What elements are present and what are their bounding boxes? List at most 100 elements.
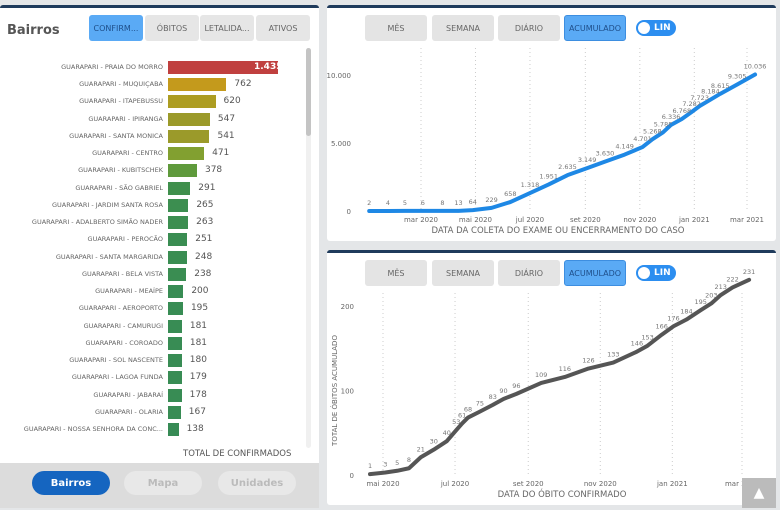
bar[interactable]	[168, 250, 187, 264]
bar-label: GUARAPARI - MUQUIÇABA	[79, 80, 163, 89]
semana-button[interactable]: SEMANA	[432, 15, 494, 41]
x-axis-label: TOTAL DE CONFIRMADOS	[183, 449, 292, 459]
data-point	[719, 293, 723, 297]
diario-button[interactable]: DIÁRIO	[498, 260, 560, 286]
bar[interactable]	[168, 181, 191, 195]
series-line	[367, 72, 758, 213]
bar[interactable]	[168, 267, 187, 281]
bar[interactable]	[168, 405, 181, 419]
acumulado-button[interactable]: ACUMULADO	[564, 260, 626, 286]
data-label: 658	[504, 190, 516, 198]
bar[interactable]	[168, 78, 227, 92]
bar-label: GUARAPARI - KUBITSCHEK	[78, 166, 163, 175]
data-label: 153	[641, 334, 653, 342]
data-point	[419, 455, 423, 459]
bar[interactable]	[168, 164, 197, 178]
bar[interactable]	[168, 336, 182, 350]
bairros-panel: Bairros CONFIRM... ÓBITOS LETALIDA... AT…	[0, 5, 319, 508]
bar-label: GUARAPARI - COROADO	[85, 338, 163, 347]
bar[interactable]	[168, 198, 189, 212]
data-label: 1.318	[521, 181, 540, 189]
obitos-line-chart: mai 2020 jul 2020 set 2020 nov 2020 jan 2021…	[330, 268, 759, 500]
bar[interactable]	[168, 319, 182, 333]
tab-confirmados[interactable]: CONFIRM...	[89, 15, 143, 41]
bar[interactable]	[168, 112, 210, 126]
bar-value-label: 138	[186, 424, 204, 435]
x-axis-title: DATA DA COLETA DO EXAME OU ENCERRAMENTO …	[432, 226, 685, 236]
data-point	[547, 182, 551, 186]
bar[interactable]	[168, 216, 189, 230]
bar[interactable]	[168, 285, 184, 299]
data-label: 21	[417, 445, 425, 453]
bar[interactable]	[168, 354, 182, 368]
data-label: 203	[705, 291, 717, 299]
x-tick-label: jan 2021	[656, 480, 688, 488]
x-axis-title: DATA DO ÓBITO CONFIRMADO	[498, 488, 627, 500]
acumulado-button[interactable]: ACUMULADO	[564, 15, 626, 41]
data-label: 75	[476, 400, 484, 408]
data-point	[454, 428, 458, 432]
data-point	[735, 82, 739, 86]
data-label: 68	[464, 406, 472, 414]
data-point	[753, 73, 757, 77]
data-label: 5	[395, 459, 399, 467]
x-tick-label: mai 2020	[366, 480, 399, 488]
bar-value-label: 471	[212, 148, 230, 159]
data-label: 126	[582, 357, 594, 365]
scroll-to-top-button[interactable]: ▲	[742, 478, 776, 508]
mes-button[interactable]: MÊS	[365, 260, 427, 286]
data-label: 8	[440, 199, 444, 207]
data-label: 13	[454, 199, 462, 207]
bar-value-label: 181	[189, 320, 208, 331]
bar[interactable]	[168, 302, 183, 316]
data-point	[718, 92, 722, 96]
bar[interactable]	[168, 147, 205, 161]
nav-mapa-button[interactable]: Mapa	[124, 471, 202, 495]
toggle-knob	[638, 267, 650, 279]
bar-value-label: 251	[195, 234, 213, 245]
lin-toggle[interactable]: LIN	[636, 265, 676, 281]
scrollbar[interactable]	[306, 48, 311, 448]
data-label: 30	[430, 438, 438, 446]
data-point	[684, 318, 688, 322]
tab-ativos[interactable]: ATIVOS	[256, 15, 310, 41]
bar[interactable]	[168, 388, 182, 402]
bar[interactable]	[168, 61, 278, 74]
diario-button[interactable]: DIÁRIO	[498, 15, 560, 41]
bar[interactable]	[168, 95, 216, 109]
data-label: 229	[485, 196, 497, 204]
bar-label: GUARAPARI - ADALBERTO SIMÃO NADER	[31, 218, 163, 227]
data-label: 222	[726, 275, 738, 283]
bar-value-label: 265	[196, 199, 214, 210]
data-point	[403, 209, 407, 213]
scrollbar-thumb[interactable]	[306, 48, 311, 136]
bar-label: GUARAPARI - CAMURUGI	[83, 321, 163, 330]
data-label: 5	[403, 199, 407, 207]
data-label: 7.723	[690, 94, 709, 102]
data-point	[661, 130, 665, 134]
data-point	[565, 173, 569, 177]
lin-toggle[interactable]: LIN	[636, 20, 676, 36]
bar-label: GUARAPARI - SÃO GABRIEL	[75, 183, 163, 192]
mes-button[interactable]: MÊS	[365, 15, 427, 41]
bar[interactable]	[168, 423, 179, 437]
data-label: 8	[407, 456, 411, 464]
bar-label: GUARAPARI - PEROCÃO	[87, 235, 163, 244]
data-point	[623, 153, 627, 157]
data-point	[646, 344, 650, 348]
data-label: 61	[458, 411, 466, 419]
semana-button[interactable]: SEMANA	[432, 260, 494, 286]
bar-label: GUARAPARI - LAGOA FUNDA	[71, 373, 163, 382]
x-tick-label: nov 2020	[623, 216, 656, 224]
bar-value-label: 181	[189, 337, 208, 348]
bar[interactable]	[168, 129, 210, 143]
tab-obitos[interactable]: ÓBITOS	[145, 15, 199, 41]
nav-unidades-button[interactable]: Unidades	[218, 471, 296, 495]
y-tick-label: 0	[347, 208, 351, 216]
tab-letalidade[interactable]: LETALIDA...	[200, 15, 254, 41]
bar[interactable]	[168, 371, 182, 385]
nav-bairros-button[interactable]: Bairros	[32, 471, 110, 495]
data-point	[383, 470, 387, 474]
bar[interactable]	[168, 233, 188, 247]
data-point	[672, 324, 676, 328]
